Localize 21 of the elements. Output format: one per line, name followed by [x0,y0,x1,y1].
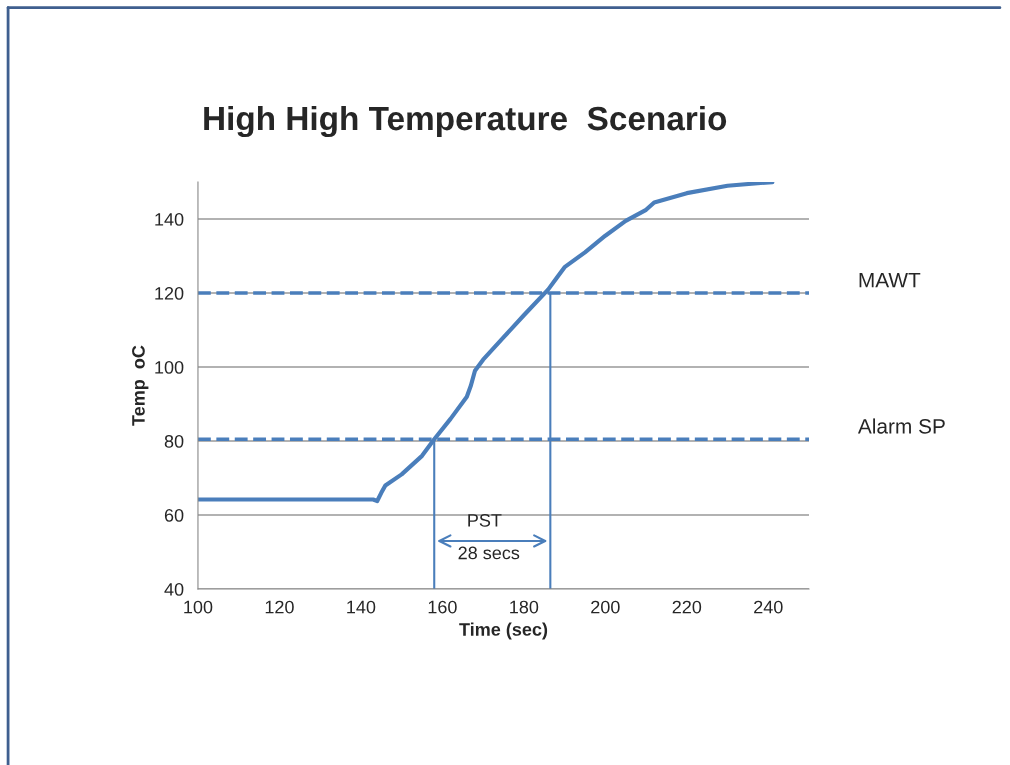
y-axis-title: Temp oC [132,345,149,426]
x-tick-label: 200 [591,600,620,614]
annotation: 28 secs [458,546,520,560]
x-tick-label: 220 [672,600,702,614]
y-tick-label: 40 [164,582,184,596]
y-tick-label: 60 [164,508,184,522]
x-tick-label: 120 [265,600,294,614]
x-tick-label: 140 [347,600,376,614]
annotation: PST [468,513,502,527]
ref-line-label: Alarm SP [857,418,945,434]
y-tick-label: 120 [155,287,184,300]
x-tick-label: 160 [428,600,457,614]
ref-line-label: MAWT [859,273,921,288]
x-tick-label: 180 [510,600,539,614]
y-tick-label: 140 [155,213,184,226]
x-axis-title: Time (sec) [459,622,548,640]
y-tick-label: 100 [155,361,184,374]
y-tick-label: 80 [164,434,184,448]
x-tick-label: 100 [184,600,213,614]
chart-title: High High Temperature Scenario [204,105,727,138]
x-tick-label: 240 [754,600,783,614]
